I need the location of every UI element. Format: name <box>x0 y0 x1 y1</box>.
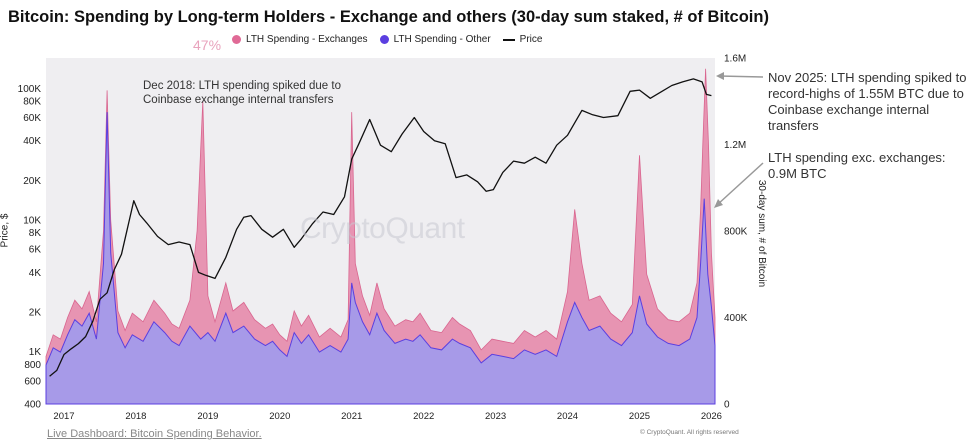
price-layer <box>49 78 712 377</box>
x-tick-label: 2021 <box>341 411 362 422</box>
y-left-tick-label: 60K <box>23 113 41 124</box>
y-left-tick-label: 100K <box>18 84 42 95</box>
y-left-tick-label: 600 <box>24 376 41 387</box>
y-right-tick-label: 0 <box>724 400 730 411</box>
legend-label-other: LTH Spending - Other <box>393 34 491 45</box>
y-left-tick-label: 2K <box>29 308 42 319</box>
x-tick-label: 2025 <box>629 411 650 422</box>
x-tick-label: 2017 <box>53 411 74 422</box>
legend-swatch-price <box>502 38 515 41</box>
legend-item-other[interactable]: LTH Spending - Other <box>379 34 491 45</box>
annotation-nov-2025: Nov 2025: LTH spending spiked to record-… <box>768 70 967 133</box>
y-left-tick-label: 8K <box>29 228 42 239</box>
x-axis-ticks: 2017 2018 2019 2020 2021 2022 2023 2024 2025 2026 <box>53 411 722 422</box>
legend-label-price: Price <box>519 34 543 45</box>
x-tick-label: 2020 <box>269 411 290 422</box>
y-axis-left-label: Price, $ <box>0 213 11 248</box>
annotation-exc-exchanges: LTH spending exc. exchanges: 0.9M BTC <box>768 150 946 181</box>
percent-badge: 47% <box>193 37 222 53</box>
legend-item-exchanges[interactable]: LTH Spending - Exchanges <box>232 34 368 45</box>
x-tick-label: 2023 <box>485 411 506 422</box>
y-right-tick-label: 800K <box>724 227 748 238</box>
y-axis-right-label: 30-day sum, # of Bitcoin <box>756 179 768 288</box>
series-area-other <box>45 112 716 405</box>
annotation-arrows <box>714 72 764 208</box>
legend: LTH Spending - Exchanges LTH Spending - … <box>232 34 542 45</box>
y-right-tick-label: 400K <box>724 313 748 324</box>
y-left-tick-label: 6K <box>29 245 42 256</box>
copyright-text: © CryptoQuant. All rights reserved <box>640 429 739 436</box>
annotation-dec-2018: Dec 2018: LTH spending spiked due to Coi… <box>143 80 341 106</box>
legend-label-exchanges: LTH Spending - Exchanges <box>246 34 368 45</box>
series-area-exchanges <box>45 68 716 405</box>
watermark: CryptoQuant <box>300 212 465 245</box>
x-tick-label: 2024 <box>557 411 578 422</box>
y-left-tick-label: 4K <box>29 268 42 279</box>
area-layer <box>45 68 716 405</box>
y-left-tick-label: 400 <box>24 400 41 411</box>
chart-title: Bitcoin: Spending by Long-term Holders -… <box>8 8 769 26</box>
y-left-tick-label: 40K <box>23 136 41 147</box>
x-tick-label: 2018 <box>125 411 146 422</box>
arrow-head-nov-2025 <box>716 72 724 80</box>
y-left-tick-label: 1K <box>29 347 42 358</box>
y-left-tick-label: 80K <box>23 97 41 108</box>
right-axis-ticks: 0 400K 800K 1.2M 1.6M <box>724 54 748 411</box>
legend-swatch-exchanges <box>232 35 241 44</box>
y-left-tick-label: 800 <box>24 360 41 371</box>
y-right-tick-label: 1.6M <box>724 54 746 65</box>
arrow-head-exc <box>714 199 723 208</box>
y-left-tick-label: 10K <box>23 216 41 227</box>
x-tick-label: 2019 <box>197 411 218 422</box>
y-left-tick-label: 20K <box>23 176 41 187</box>
x-tick-label: 2026 <box>701 411 722 422</box>
arrow-exc <box>716 162 764 206</box>
legend-swatch-other <box>379 35 389 44</box>
legend-item-price[interactable]: Price <box>502 34 543 45</box>
live-dashboard-link[interactable]: Live Dashboard: Bitcoin Spending Behavio… <box>47 428 262 440</box>
arrow-nov-2025 <box>718 75 764 78</box>
series-line-price <box>49 78 712 377</box>
y-right-tick-label: 1.2M <box>724 140 746 151</box>
x-tick-label: 2022 <box>413 411 434 422</box>
